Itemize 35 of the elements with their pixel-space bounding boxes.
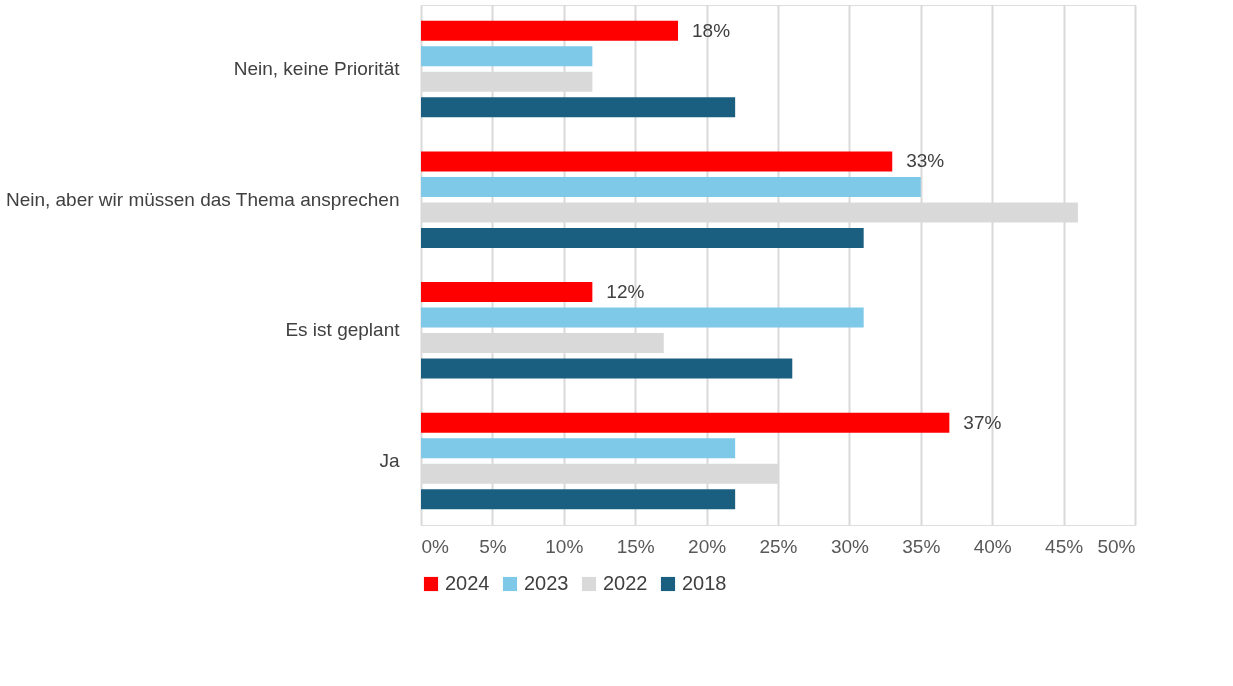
x-tick-label: 50%: [1097, 535, 1136, 557]
y-tick-label: Es ist geplant: [285, 319, 401, 341]
x-tick-label: 0%: [421, 535, 450, 557]
bar: [421, 176, 921, 197]
y-tick-label: Ja: [379, 449, 400, 471]
x-tick-label: 10%: [545, 535, 584, 557]
bar: [421, 307, 864, 328]
x-tick-label: 15%: [616, 535, 655, 557]
bar: [421, 358, 793, 379]
legend-label: 2022: [603, 572, 648, 594]
x-tick-label: 5%: [479, 535, 507, 557]
x-tick-label: 20%: [688, 535, 727, 557]
x-tick-label: 25%: [759, 535, 798, 557]
legend-label: 2023: [524, 572, 569, 594]
bar: [421, 227, 864, 248]
bar: [421, 20, 679, 41]
legend-label: 2024: [445, 572, 490, 594]
x-tick-label: 40%: [973, 535, 1012, 557]
y-tick-label: Nein, aber wir müssen das Thema ansprechen: [5, 188, 400, 210]
legend-label: 2018: [682, 572, 727, 594]
x-tick-label: 45%: [1045, 535, 1084, 557]
bar: [421, 489, 736, 510]
bar: [421, 151, 893, 172]
data-label: 18%: [692, 19, 731, 41]
bar: [421, 412, 950, 433]
data-label: 33%: [906, 150, 945, 172]
bar: [421, 46, 593, 67]
x-tick-label: 35%: [902, 535, 941, 557]
bar: [421, 282, 593, 303]
data-label: 12%: [606, 281, 645, 303]
data-label: 37%: [963, 411, 1002, 433]
y-tick-label: Nein, keine Priorität: [233, 58, 401, 80]
x-tick-label: 30%: [830, 535, 870, 557]
bar: [421, 438, 736, 459]
bar: [421, 97, 736, 118]
